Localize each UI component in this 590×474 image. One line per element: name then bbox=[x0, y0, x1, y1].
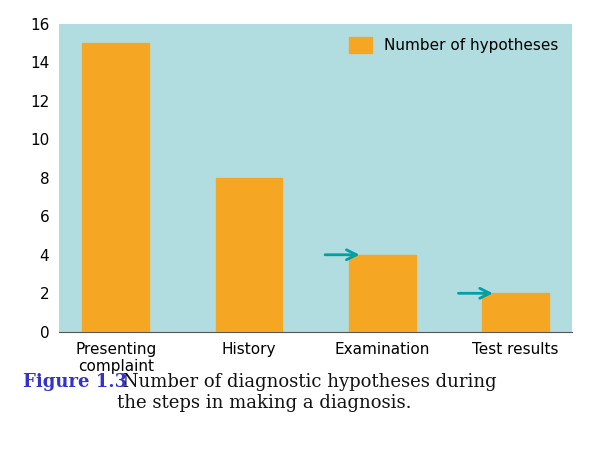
Bar bbox=[482, 293, 549, 332]
Bar bbox=[349, 255, 415, 332]
Text: Figure 1.3: Figure 1.3 bbox=[23, 374, 127, 391]
Text: Number of diagnostic hypotheses during
the steps in making a diagnosis.: Number of diagnostic hypotheses during t… bbox=[117, 374, 496, 412]
Bar bbox=[216, 178, 283, 332]
Legend: Number of hypotheses: Number of hypotheses bbox=[343, 31, 565, 60]
Bar bbox=[83, 43, 149, 332]
